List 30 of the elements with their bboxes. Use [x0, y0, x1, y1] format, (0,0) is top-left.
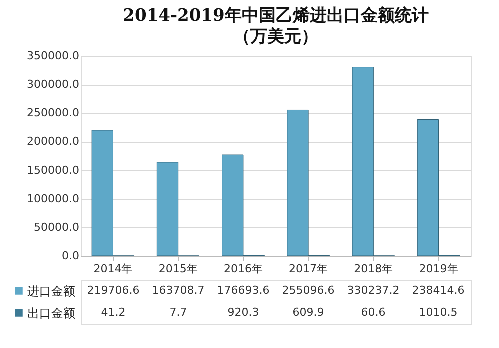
y-tick-label: 100000.0 [27, 192, 80, 206]
data-label: 920.3 [228, 306, 260, 319]
data-label: 41.2 [101, 306, 126, 319]
x-tick-label: 2014年 [94, 262, 133, 276]
legend-label: 进口金额 [28, 284, 76, 298]
y-tick-label: 0.0 [62, 250, 80, 262]
data-label: 1010.5 [419, 306, 458, 319]
x-tick-label: 2018年 [354, 262, 394, 276]
y-tick-label: 300000.0 [27, 78, 80, 92]
y-tick-label: 250000.0 [27, 106, 80, 120]
x-tick-label: 2016年 [224, 262, 263, 276]
data-label: 255096.6 [282, 284, 335, 297]
data-label: 7.7 [170, 306, 188, 319]
y-tick-label: 350000.0 [27, 50, 80, 62]
data-label: 609.9 [292, 306, 324, 319]
x-tick-label: 2015年 [158, 262, 198, 276]
data-label: 176693.6 [217, 284, 270, 297]
data-label: 60.6 [361, 306, 386, 319]
y-tick-label: 150000.0 [27, 164, 80, 177]
legend-label: 出口金额 [28, 306, 76, 320]
data-label: 219706.6 [87, 284, 140, 297]
data-label: 163708.7 [152, 284, 205, 297]
x-tick-label: 2017年 [289, 262, 328, 276]
y-tick-label: 50000.0 [34, 220, 80, 234]
x-tick-label: 2019年 [419, 262, 458, 276]
chart-title: 2014-2019年中国乙烯进出口金额统计 [123, 6, 429, 26]
data-label: 330237.2 [347, 284, 400, 297]
chart-subtitle: （万美元） [234, 27, 318, 47]
y-tick-label: 200000.0 [27, 135, 80, 148]
data-label: 238414.6 [412, 284, 465, 297]
